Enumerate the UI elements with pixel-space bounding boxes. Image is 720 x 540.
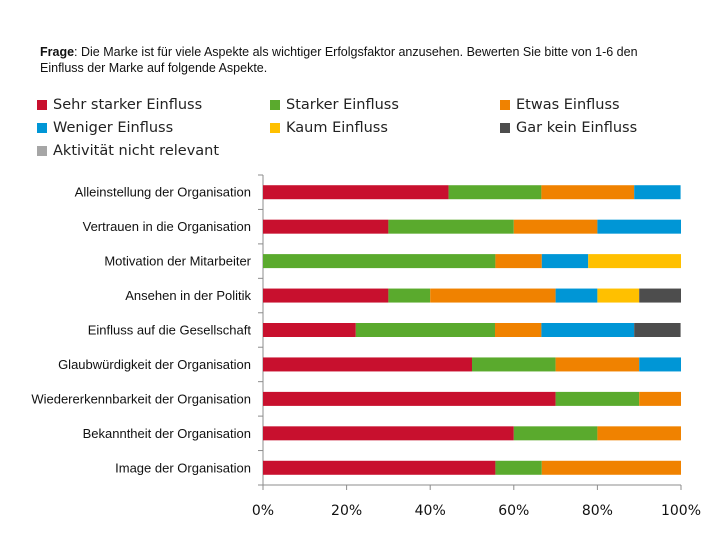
bar-segment [430, 288, 556, 303]
bar-segment [588, 254, 681, 269]
bar-segment [495, 460, 542, 475]
x-tick-label: 60% [498, 503, 529, 519]
legend-item-1: Sehr starker Einfluss [37, 97, 202, 113]
bar-segment [555, 391, 640, 406]
x-tick-label: 20% [331, 503, 362, 519]
bar-segment [513, 426, 598, 441]
legend-item-7: Aktivität nicht relevant [37, 143, 219, 159]
question-prefix: Frage [40, 45, 75, 59]
category-label: Ansehen in der Politik [125, 288, 251, 303]
bar-segment [541, 254, 589, 269]
legend-label: Gar kein Einfluss [516, 120, 638, 136]
category-label: Bekanntheit der Organisation [83, 426, 251, 441]
legend-label: Starker Einfluss [286, 97, 399, 113]
category-label: Alleinstellung der Organisation [75, 185, 251, 200]
bar-segment [263, 288, 389, 303]
legend-swatch [500, 123, 510, 133]
category-label: Motivation der Mitarbeiter [104, 254, 251, 269]
x-tick-label: 80% [582, 503, 613, 519]
legend-item-6: Gar kein Einfluss [500, 120, 637, 136]
bar-segment [495, 254, 542, 269]
question-text: Frage: Die Marke ist für viele Aspekte a… [40, 44, 640, 76]
bar-segment [634, 323, 681, 337]
bar-segment [263, 460, 496, 475]
legend-label: Weniger Einfluss [53, 120, 174, 136]
chart-legend: Sehr starker Einfluss Starker Einfluss Etw… [37, 97, 697, 169]
x-tick-label: 0% [252, 503, 274, 519]
question-body: : Die Marke ist für viele Aspekte als wi… [40, 45, 638, 75]
legend-label: Kaum Einfluss [286, 120, 388, 136]
bar-segment [639, 391, 681, 406]
category-label: Vertrauen in die Organisation [83, 219, 251, 234]
category-label: Glaubwürdigkeit der Organisation [58, 357, 251, 372]
bar-segment [639, 288, 681, 303]
bar-segment [639, 357, 681, 372]
bar-segment [597, 426, 681, 441]
bar-segment [541, 185, 635, 200]
legend-swatch [37, 100, 47, 110]
category-label: Wiedererkennbarkeit der Organisation [31, 391, 251, 406]
bar-segment [263, 426, 514, 441]
bar-segment [263, 219, 389, 234]
legend-swatch [270, 100, 280, 110]
category-label: Image der Organisation [115, 460, 251, 475]
legend-item-2: Starker Einfluss [270, 97, 399, 113]
bar-segment [263, 254, 496, 269]
legend-item-5: Kaum Einfluss [270, 120, 388, 136]
bar-segment [555, 357, 640, 372]
legend-swatch [37, 123, 47, 133]
bar-segment [541, 323, 635, 337]
legend-swatch [37, 146, 47, 156]
legend-label: Sehr starker Einfluss [53, 97, 203, 113]
bar-segment [541, 460, 681, 475]
bar-segment [263, 323, 356, 337]
bar-segment [263, 391, 556, 406]
bar-segment [597, 219, 681, 234]
bar-segment [448, 185, 542, 200]
bar-segment [555, 288, 598, 303]
bar-segment [388, 219, 514, 234]
legend-item-4: Weniger Einfluss [37, 120, 173, 136]
bar-segment [494, 323, 542, 337]
bar-segment [263, 185, 449, 200]
x-tick-label: 40% [415, 503, 446, 519]
legend-swatch [500, 100, 510, 110]
legend-label: Etwas Einfluss [516, 97, 620, 113]
bar-segment [355, 323, 495, 337]
legend-item-3: Etwas Einfluss [500, 97, 620, 113]
x-tick-label: 100% [661, 503, 701, 519]
legend-swatch [270, 123, 280, 133]
bar-segment [263, 357, 472, 372]
bar-segment [472, 357, 556, 372]
category-label: Einfluss auf die Gesellschaft [88, 323, 252, 338]
bar-segment [388, 288, 431, 303]
legend-label: Aktivität nicht relevant [53, 143, 220, 159]
bar-segment [513, 219, 598, 234]
bar-segment [634, 185, 681, 200]
bar-segment [597, 288, 640, 303]
